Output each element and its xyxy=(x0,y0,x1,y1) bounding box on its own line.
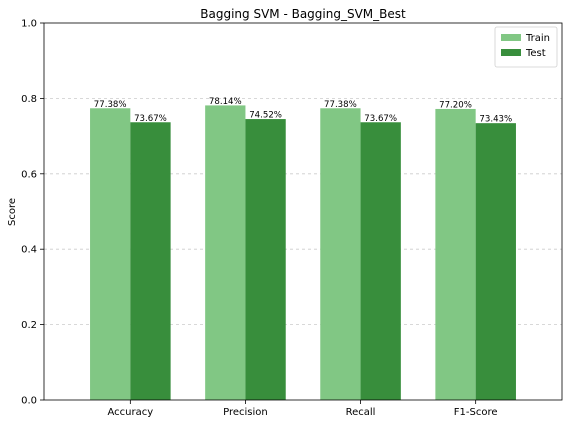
data-label: 74.52% xyxy=(249,111,282,121)
axes: 0.0 0.2 0.4 0.6 0.8 1.0 Accuracy Precision Recal… xyxy=(21,19,563,418)
y-tick-label: 1.0 xyxy=(21,19,37,30)
x-tick-label: Recall xyxy=(346,407,376,418)
plot-frame xyxy=(43,22,563,401)
bar-test-recall xyxy=(360,122,401,400)
legend-label-test: Test xyxy=(525,48,546,59)
x-tick-label: Precision xyxy=(223,407,268,418)
data-label: 73.43% xyxy=(479,115,512,125)
legend-swatch-train xyxy=(501,34,521,41)
bar-test-accuracy xyxy=(130,122,171,400)
data-labels: 77.38% 73.67% 78.14% 74.52% 77.38% 73.67% 77.2… xyxy=(94,97,512,125)
legend-label-train: Train xyxy=(525,33,550,44)
bar-train-recall xyxy=(320,108,361,400)
data-label: 73.67% xyxy=(364,114,397,124)
y-tick-label: 0.2 xyxy=(21,320,37,331)
legend-swatch-test xyxy=(501,49,521,56)
y-tick-label: 0.6 xyxy=(21,169,37,180)
data-label: 73.67% xyxy=(134,114,167,124)
y-tick-label: 0.4 xyxy=(21,245,37,256)
y-tick-label: 0.0 xyxy=(21,396,37,407)
bars xyxy=(90,105,516,401)
bar-test-f1-score xyxy=(475,123,516,401)
data-label: 77.38% xyxy=(324,100,357,110)
bar-train-f1-score xyxy=(435,108,476,401)
bar-train-precision xyxy=(205,105,246,400)
bar-test-precision xyxy=(245,119,286,400)
y-axis-title: Score xyxy=(7,198,18,226)
data-label: 78.14% xyxy=(209,97,242,107)
chart-title: Bagging SVM - Bagging_SVM_Best xyxy=(200,7,406,21)
y-tick-label: 0.8 xyxy=(21,94,37,105)
bar-train-accuracy xyxy=(90,108,131,400)
x-tick-label: Accuracy xyxy=(108,407,154,418)
legend: Train Test xyxy=(494,26,558,68)
data-label: 77.20% xyxy=(439,100,472,110)
data-label: 77.38% xyxy=(94,100,127,110)
x-tick-label: F1-Score xyxy=(454,407,498,418)
